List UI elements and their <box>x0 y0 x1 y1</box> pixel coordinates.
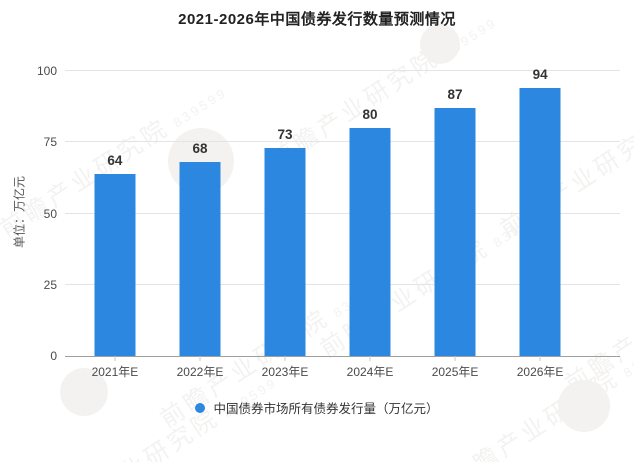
bar-value-label: 80 <box>362 107 378 122</box>
y-gridline <box>65 70 620 71</box>
x-tick-label: 2026年E <box>516 365 564 379</box>
bar-2023年E: 73 <box>264 127 306 356</box>
y-tick-label: 100 <box>36 64 57 78</box>
bar-2021年E: 64 <box>94 153 136 356</box>
x-tick <box>539 356 541 361</box>
legend: 中国债券市场所有债券发行量（万亿元） <box>0 398 634 417</box>
y-tick-label: 50 <box>43 206 57 221</box>
x-tick <box>369 356 371 361</box>
bar-2022年E: 68 <box>179 141 221 356</box>
x-tick <box>114 356 116 361</box>
x-tick-label: 2023年E <box>261 365 309 379</box>
y-axis-unit-label: 单位：万亿元 <box>12 175 27 249</box>
y-tick-label: 75 <box>43 135 57 150</box>
legend-label: 中国债券市场所有债券发行量（万亿元） <box>213 402 439 416</box>
x-tick <box>284 356 286 361</box>
bar-value-label: 73 <box>277 126 293 142</box>
x-tick-label: 2024年E <box>346 365 394 379</box>
bar-2026年E: 94 <box>519 67 561 356</box>
legend-marker-circle-icon <box>195 402 206 413</box>
x-tick-label: 2025年E <box>431 365 479 379</box>
y-gridline <box>65 212 620 214</box>
y-tick-label: 0 <box>50 349 57 363</box>
y-gridline <box>65 141 620 143</box>
bar-value-label: 68 <box>192 141 208 157</box>
y-tick-label: 25 <box>43 277 57 292</box>
bar-2024年E: 80 <box>349 107 391 356</box>
bar-value-label: 87 <box>447 87 463 103</box>
chart-title: 2021-2026年中国债券发行数量预测情况 <box>178 11 456 28</box>
bar-value-label: 94 <box>532 67 548 83</box>
y-gridline <box>65 283 620 285</box>
bar-value-label: 64 <box>107 152 123 168</box>
bar-2025年E: 87 <box>434 87 476 356</box>
plot-area: 0 25 50 75 100 64 2021年E 68 2022年E 73 2023年E 80 2024… <box>37 64 620 379</box>
x-tick-label: 2022年E <box>176 365 224 379</box>
x-tick <box>454 356 456 361</box>
x-tick-label: 2021年E <box>91 365 139 379</box>
watermark-logo-circle-icon <box>420 24 460 64</box>
x-tick <box>199 356 201 361</box>
